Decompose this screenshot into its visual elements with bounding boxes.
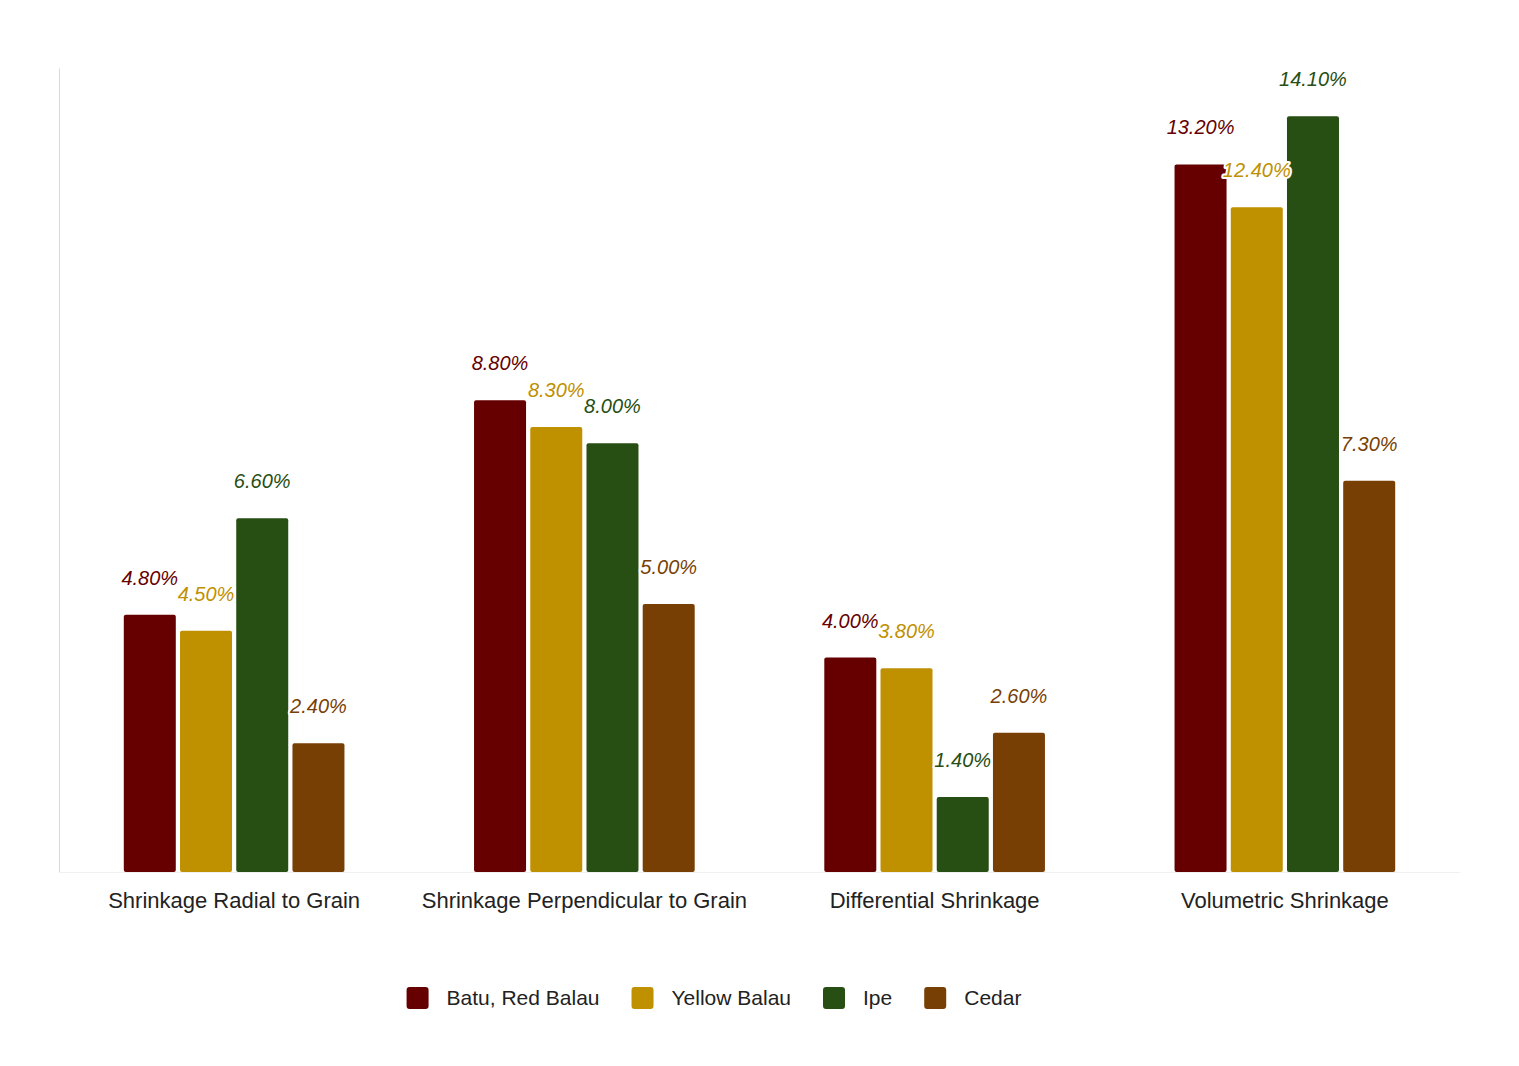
bar	[1175, 164, 1227, 872]
x-tick-label: Differential Shrinkage	[830, 888, 1040, 913]
data-label: 8.30%	[528, 379, 585, 401]
data-labels: 4.80% 8.80% 4.00% 13.20% 4.50% 8.30% 3.80% 12.4…	[121, 68, 1397, 771]
legend-item: Ipe	[823, 986, 892, 1009]
bar	[1231, 207, 1283, 872]
bar	[643, 604, 695, 872]
bar	[236, 518, 288, 872]
bar	[586, 443, 638, 872]
x-tick: Differential Shrinkage	[830, 872, 1040, 913]
legend-swatch	[407, 987, 429, 1009]
legend-swatch	[924, 987, 946, 1009]
data-label: 5.00%	[640, 556, 697, 578]
bar-series	[292, 481, 1395, 872]
data-label: 13.20%	[1167, 116, 1235, 138]
x-tick: Shrinkage Perpendicular to Grain	[422, 872, 747, 913]
bar	[530, 427, 582, 872]
data-label: 6.60%	[234, 470, 291, 492]
data-label: 7.30%	[1341, 433, 1398, 455]
bar	[1343, 481, 1395, 872]
bar	[292, 743, 344, 872]
x-tick: Volumetric Shrinkage	[1181, 872, 1389, 913]
legend-item: Yellow Balau	[632, 986, 791, 1009]
chart: 4.80% 8.80% 4.00% 13.20% 4.50% 8.30% 3.80% 12.4…	[0, 0, 1519, 1066]
bar-series	[124, 164, 1227, 872]
bar	[881, 668, 933, 872]
legend-label: Cedar	[964, 986, 1021, 1009]
data-label: 4.50%	[178, 583, 235, 605]
bars	[124, 116, 1395, 872]
legend-item: Cedar	[924, 986, 1021, 1009]
legend-label: Ipe	[863, 986, 892, 1009]
bar	[474, 400, 526, 872]
x-axis-line	[60, 872, 1461, 873]
data-label: 12.40%	[1223, 159, 1291, 181]
bar	[937, 797, 989, 872]
data-label: 4.80%	[121, 567, 178, 589]
bar	[993, 733, 1045, 872]
data-label: 8.00%	[584, 395, 641, 417]
legend-swatch	[632, 987, 654, 1009]
legend: Batu, Red Balau Yellow Balau Ipe Cedar	[407, 986, 1022, 1009]
y-axis-line	[59, 69, 60, 873]
data-label: 2.60%	[990, 685, 1048, 707]
y-axis	[59, 69, 60, 873]
bar	[824, 658, 876, 872]
bar-series	[236, 116, 1339, 872]
bar-series	[180, 207, 1283, 872]
data-label: 14.10%	[1279, 68, 1347, 90]
legend-item: Batu, Red Balau	[407, 986, 600, 1009]
x-tick: Shrinkage Radial to Grain	[108, 872, 360, 913]
legend-swatch	[823, 987, 845, 1009]
data-label: 3.80%	[878, 620, 935, 642]
bar	[180, 631, 232, 872]
x-tick-label: Shrinkage Perpendicular to Grain	[422, 888, 747, 913]
data-label: 2.40%	[289, 695, 347, 717]
bar	[1287, 116, 1339, 872]
x-axis: Shrinkage Radial to Grain Shrinkage Perpe…	[60, 872, 1461, 913]
legend-label: Yellow Balau	[672, 986, 791, 1009]
data-label: 8.80%	[472, 352, 529, 374]
data-label: 4.00%	[822, 610, 879, 632]
legend-label: Batu, Red Balau	[447, 986, 600, 1009]
x-tick-label: Shrinkage Radial to Grain	[108, 888, 360, 913]
bar	[124, 615, 176, 872]
data-label: 1.40%	[934, 749, 991, 771]
x-tick-label: Volumetric Shrinkage	[1181, 888, 1389, 913]
